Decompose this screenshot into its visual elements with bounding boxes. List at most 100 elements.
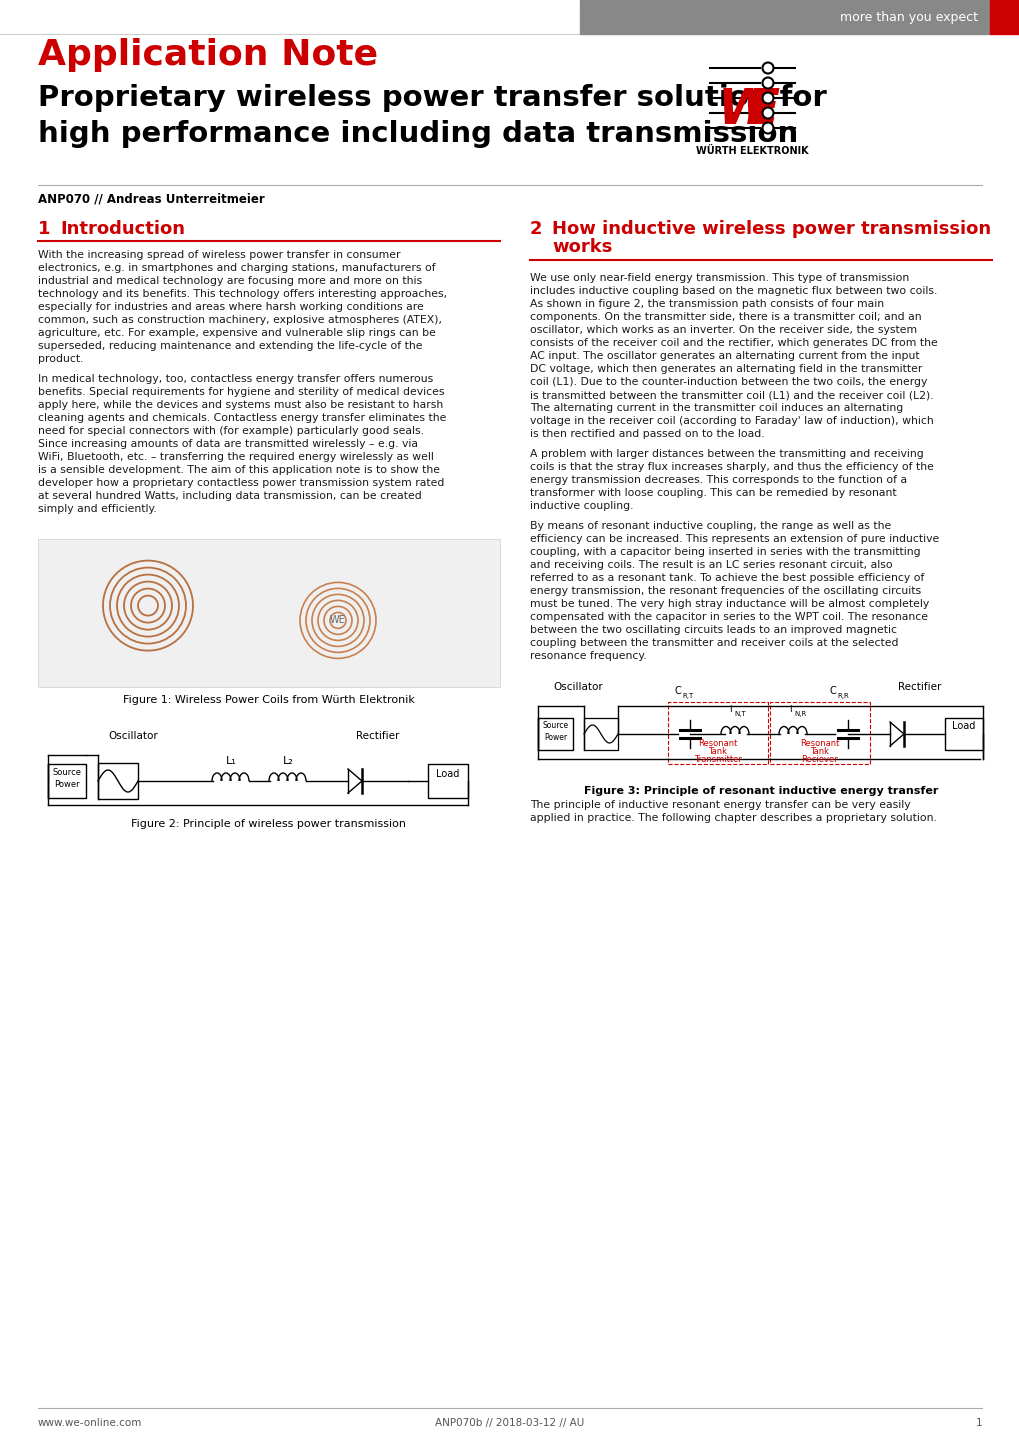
Text: at several hundred Watts, including data transmission, can be created: at several hundred Watts, including data… [38,491,421,501]
Bar [584,719,618,750]
Text: Since increasing amounts of data are transmitted wirelessly – e.g. via: Since increasing amounts of data are tra… [38,439,418,449]
Text: need for special connectors with (for example) particularly good seals.: need for special connectors with (for ex… [38,426,424,436]
Text: electronics, e.g. in smartphones and charging stations, manufacturers of: electronics, e.g. in smartphones and cha… [38,263,435,273]
Text: applied in practice. The following chapter describes a proprietary solution.: applied in practice. The following chapt… [530,812,936,823]
Text: especially for industries and areas where harsh working conditions are: especially for industries and areas wher… [38,302,423,312]
Text: DC voltage, which then generates an alternating field in the transmitter: DC voltage, which then generates an alte… [530,364,921,374]
Text: C: C [675,685,681,696]
Text: L₁: L₁ [225,756,236,766]
Text: Oscillator: Oscillator [552,683,602,693]
Text: By means of resonant inductive coupling, the range as well as the: By means of resonant inductive coupling,… [530,521,891,531]
Text: developer how a proprietary contactless power transmission system rated: developer how a proprietary contactless … [38,478,444,488]
Text: N,R: N,R [793,711,805,717]
Text: Reciever: Reciever [801,755,838,763]
Text: Proprietary wireless power transfer solution for: Proprietary wireless power transfer solu… [38,84,826,113]
Text: technology and its benefits. This technology offers interesting approaches,: technology and its benefits. This techno… [38,289,446,299]
Text: Source: Source [52,768,82,776]
Text: industrial and medical technology are focusing more and more on this: industrial and medical technology are fo… [38,276,422,286]
Text: Rectifier: Rectifier [898,683,941,693]
Bar [667,701,767,763]
Text: The principle of inductive resonant energy transfer can be very easily: The principle of inductive resonant ener… [530,799,910,810]
Text: agriculture, etc. For example, expensive and vulnerable slip rings can be: agriculture, etc. For example, expensive… [38,328,435,338]
Text: AC input. The oscillator generates an alternating current from the input: AC input. The oscillator generates an al… [530,351,919,361]
Text: We use only near-field energy transmission. This type of transmission: We use only near-field energy transmissi… [530,273,908,283]
Text: How inductive wireless power transmission: How inductive wireless power transmissio… [551,219,990,238]
Text: Figure 2: Principle of wireless power transmission: Figure 2: Principle of wireless power tr… [131,820,407,828]
Text: apply here, while the devices and systems must also be resistant to harsh: apply here, while the devices and system… [38,400,443,410]
Text: Rectifier: Rectifier [356,732,399,742]
Text: efficiency can be increased. This represents an extension of pure inductive: efficiency can be increased. This repres… [530,534,938,544]
Text: ANP070b // 2018-03-12 // AU: ANP070b // 2018-03-12 // AU [435,1418,584,1429]
Circle shape [762,92,772,104]
Text: WÜRTH ELEKTRONIK: WÜRTH ELEKTRONIK [695,146,807,156]
Text: is transmitted between the transmitter coil (L1) and the receiver coil (L2).: is transmitted between the transmitter c… [530,390,932,400]
Text: Introduction: Introduction [60,219,184,238]
Text: oscillator, which works as an inverter. On the receiver side, the system: oscillator, which works as an inverter. … [530,325,916,335]
Text: Source: Source [542,722,568,730]
Text: I: I [788,706,791,714]
Circle shape [762,123,772,134]
Text: common, such as construction machinery, explosive atmospheres (ATEX),: common, such as construction machinery, … [38,315,441,325]
Text: coils is that the stray flux increases sharply, and thus the efficiency of the: coils is that the stray flux increases s… [530,462,933,472]
Text: transformer with loose coupling. This can be remedied by resonant: transformer with loose coupling. This ca… [530,488,896,498]
Bar [98,763,138,799]
Text: In medical technology, too, contactless energy transfer offers numerous: In medical technology, too, contactless … [38,374,433,384]
Text: cleaning agents and chemicals. Contactless energy transfer eliminates the: cleaning agents and chemicals. Contactle… [38,413,446,423]
Text: Resonant: Resonant [698,739,737,747]
Bar [769,701,869,763]
Text: R,T: R,T [682,693,693,698]
Text: energy transmission decreases. This corresponds to the function of a: energy transmission decreases. This corr… [530,475,906,485]
Text: voltage in the receiver coil (according to Faraday' law of induction), which: voltage in the receiver coil (according … [530,416,932,426]
Text: 2: 2 [530,219,542,238]
Text: Tank: Tank [810,747,828,756]
Circle shape [762,78,772,88]
Text: www.we-online.com: www.we-online.com [38,1418,143,1429]
Text: Transmitter: Transmitter [693,755,741,763]
Text: Oscillator: Oscillator [108,732,158,742]
Text: Power: Power [543,733,567,742]
Text: inductive coupling.: inductive coupling. [530,501,633,511]
Text: WE: WE [330,615,345,625]
Text: compensated with the capacitor in series to the WPT coil. The resonance: compensated with the capacitor in series… [530,612,927,622]
Bar [48,763,86,798]
Text: E: E [745,87,780,134]
Text: WiFi, Bluetooth, etc. – transferring the required energy wirelessly as well: WiFi, Bluetooth, etc. – transferring the… [38,452,433,462]
Text: ANP070 // Andreas Unterreitmeier: ANP070 // Andreas Unterreitmeier [38,192,265,205]
Text: is a sensible development. The aim of this application note is to show the: is a sensible development. The aim of th… [38,465,439,475]
Text: R,R: R,R [837,693,848,698]
Text: high performance including data transmission: high performance including data transmis… [38,120,798,149]
Text: A problem with larger distances between the transmitting and receiving: A problem with larger distances between … [530,449,923,459]
Bar [428,763,468,798]
Text: Tank: Tank [708,747,727,756]
Bar [989,0,1019,35]
Text: W: W [717,87,772,134]
Text: Load: Load [436,769,460,779]
Text: Figure 1: Wireless Power Coils from Würth Elektronik: Figure 1: Wireless Power Coils from Würt… [123,696,415,706]
Bar [38,540,499,687]
Circle shape [762,107,772,118]
Text: coupling, with a capacitor being inserted in series with the transmitting: coupling, with a capacitor being inserte… [530,547,920,557]
Text: Power: Power [54,781,79,789]
Text: N,T: N,T [734,711,745,717]
Text: benefits. Special requirements for hygiene and sterility of medical devices: benefits. Special requirements for hygie… [38,387,444,397]
Text: referred to as a resonant tank. To achieve the best possible efficiency of: referred to as a resonant tank. To achie… [530,573,923,583]
Bar [944,719,982,750]
Text: product.: product. [38,354,84,364]
Text: L₂: L₂ [282,756,293,766]
Text: must be tuned. The very high stray inductance will be almost completely: must be tuned. The very high stray induc… [530,599,928,609]
Text: components. On the transmitter side, there is a transmitter coil; and an: components. On the transmitter side, the… [530,312,921,322]
Text: Figure 3: Principle of resonant inductive energy transfer: Figure 3: Principle of resonant inductiv… [583,786,937,797]
Text: and receiving coils. The result is an LC series resonant circuit, also: and receiving coils. The result is an LC… [530,560,892,570]
Text: between the two oscillating circuits leads to an improved magnetic: between the two oscillating circuits lea… [530,625,896,635]
Text: energy transmission, the resonant frequencies of the oscillating circuits: energy transmission, the resonant freque… [530,586,920,596]
Text: coil (L1). Due to the counter-induction between the two coils, the energy: coil (L1). Due to the counter-induction … [530,377,926,387]
Text: As shown in figure 2, the transmission path consists of four main: As shown in figure 2, the transmission p… [530,299,883,309]
Text: simply and efficiently.: simply and efficiently. [38,504,157,514]
Text: With the increasing spread of wireless power transfer in consumer: With the increasing spread of wireless p… [38,250,400,260]
Text: consists of the receiver coil and the rectifier, which generates DC from the: consists of the receiver coil and the re… [530,338,936,348]
Text: resonance frequency.: resonance frequency. [530,651,646,661]
Text: The alternating current in the transmitter coil induces an alternating: The alternating current in the transmitt… [530,403,903,413]
Text: Application Note: Application Note [38,38,378,72]
Text: 1: 1 [974,1418,981,1429]
Text: 1: 1 [38,219,51,238]
